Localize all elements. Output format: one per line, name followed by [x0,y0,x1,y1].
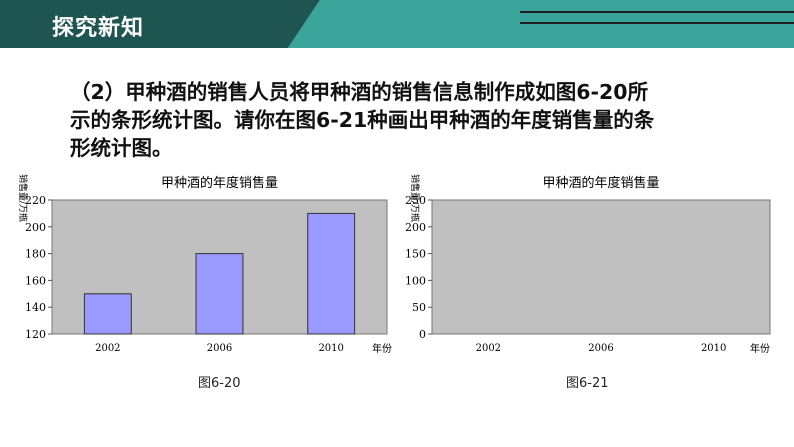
x-tick-label: 2002 [476,343,501,354]
y-tick-label: 200 [25,221,46,234]
y-tick-label: 180 [25,248,46,261]
bar-chart-6-20: 甲种酒的年度销售量 销售量/万瓶 120 140 160 180 200 220 2002 200… [17,174,392,355]
y-tick-label: 100 [405,274,426,287]
x-tick-label: 2010 [701,343,726,354]
y-tick-label: 160 [25,274,46,287]
x-tick-label: 2002 [95,343,120,354]
figure-caption: 图6-20 [198,376,241,391]
x-tick-label: 2006 [588,343,613,354]
question-line: 形统计图。 [70,136,173,160]
x-axis-label: 年份 [372,342,392,355]
header-banner: 探究新知 [0,0,794,52]
bar [307,212,356,335]
y-axis-label: 销售量/万瓶 [17,174,29,222]
question-line: （2）甲种酒的销售人员将甲种酒的销售信息制作成如图6-20所 [70,80,649,104]
y-tick-label: 220 [25,194,46,207]
section-title: 探究新知 [52,16,145,41]
y-tick-label: 120 [25,328,46,341]
y-tick-label: 150 [405,248,426,261]
x-axis-label: 年份 [750,342,770,355]
y-tick-label: 200 [405,221,426,234]
question-text: （2）甲种酒的销售人员将甲种酒的销售信息制作成如图6-20所 示的条形统计图。请… [70,78,760,162]
y-axis-label: 销售量/万瓶 [409,174,421,222]
y-tick-label: 50 [412,301,426,314]
decorative-line [520,22,794,24]
chart-title: 甲种酒的年度销售量 [161,175,278,191]
bar [83,293,132,335]
y-tick-label: 250 [405,194,426,207]
y-tick-label: 140 [25,301,46,314]
x-tick-label: 2006 [207,343,232,354]
chart-title: 甲种酒的年度销售量 [542,175,659,191]
decorative-line [520,11,794,13]
question-line: 示的条形统计图。请你在图6-21种画出甲种酒的年度销售量的条 [70,108,655,132]
y-tick-label: 0 [419,328,426,341]
x-tick-label: 2010 [318,343,343,354]
plot-area [431,199,771,335]
bar-chart-6-21: 甲种酒的年度销售量 销售量/万瓶 0 50 100 150 200 250 2002 2006 20… [405,174,771,355]
figure-caption: 图6-21 [566,376,609,391]
bar [195,253,244,335]
